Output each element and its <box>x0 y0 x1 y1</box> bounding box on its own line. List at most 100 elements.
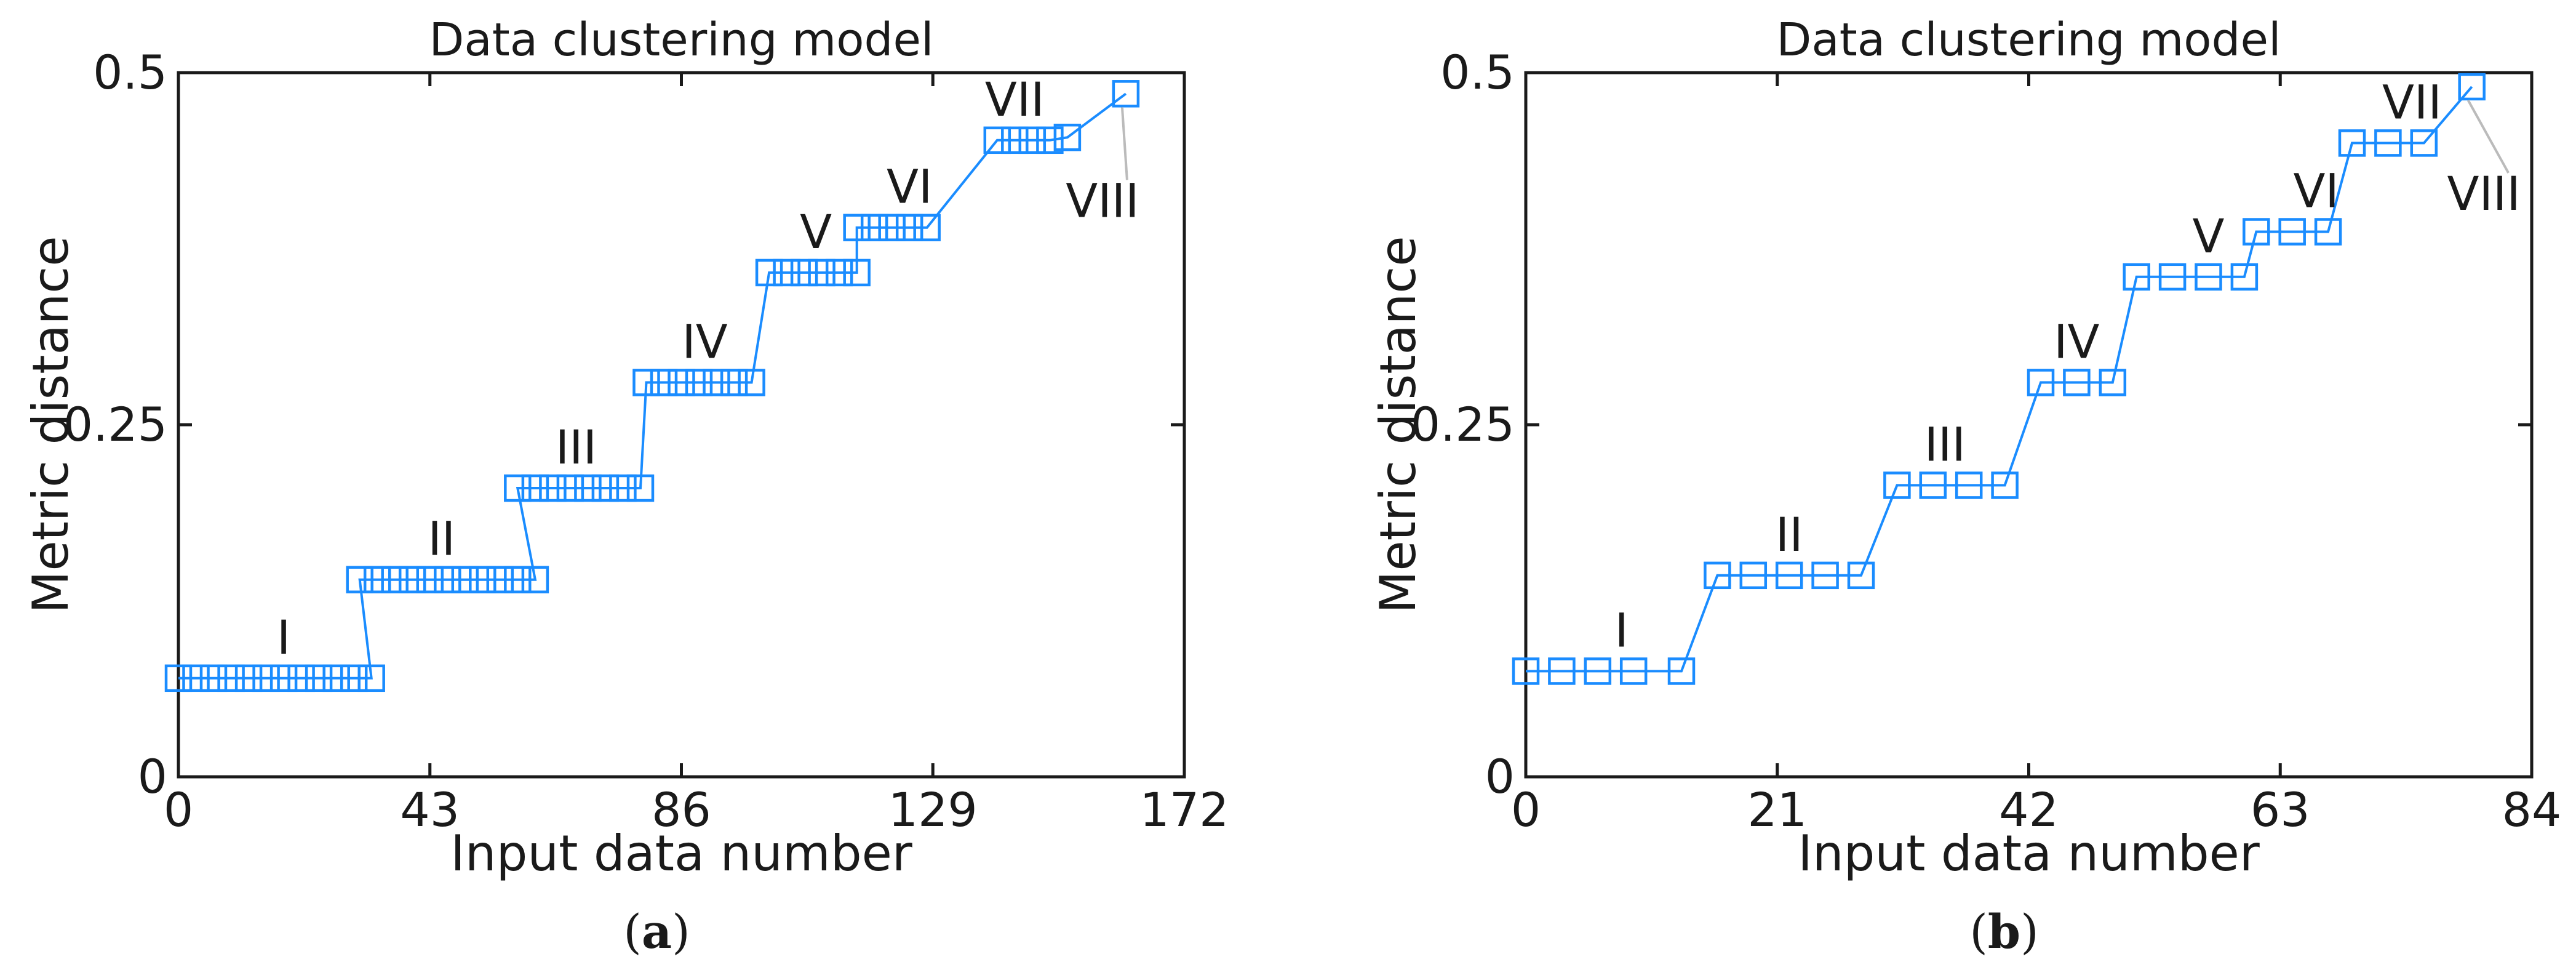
cluster-label: IV <box>2054 314 2099 369</box>
data-point <box>773 259 800 287</box>
data-point <box>2099 369 2127 396</box>
annotation-leader-line <box>2466 99 2510 174</box>
cluster-label: VI <box>2293 164 2339 219</box>
data-point <box>434 566 461 593</box>
data-point <box>182 664 210 692</box>
data-point <box>626 474 655 502</box>
data-point <box>983 126 1011 154</box>
x-tick-label: 129 <box>888 782 978 837</box>
chart-panel-a: 0 43 86 129 172 0 0.25 0.5 Data clustering model… <box>22 14 1229 959</box>
chart-title: Data clustering model <box>429 14 933 66</box>
data-point <box>1775 561 1803 590</box>
data-point <box>398 566 426 593</box>
data-point <box>825 259 853 287</box>
data-point <box>2314 218 2342 246</box>
y-tick-label: 0.5 <box>93 45 167 100</box>
data-point <box>2338 129 2366 157</box>
data-point <box>1739 561 1768 590</box>
x-tick-label: 43 <box>400 782 460 837</box>
data-point <box>1919 471 1947 499</box>
data-point <box>2410 129 2438 157</box>
data-point <box>416 566 444 593</box>
x-axis-label: Input data number <box>450 825 912 882</box>
data-point <box>521 474 549 502</box>
data-point <box>2243 218 2270 246</box>
cluster-label: VI <box>887 159 932 214</box>
x-axis-label: Input data number <box>1798 825 2260 882</box>
data-point <box>1018 126 1047 154</box>
data-point <box>720 369 748 396</box>
data-point <box>252 664 280 692</box>
panel-caption: (a) <box>623 904 690 959</box>
data-point <box>790 259 818 287</box>
data-point <box>2458 73 2486 101</box>
x-tick-label: 42 <box>1999 782 2059 837</box>
data-point <box>1704 561 1731 590</box>
x-tick-label: 84 <box>2502 782 2562 837</box>
data-point <box>469 566 496 593</box>
series-line <box>1526 86 2473 673</box>
data-point <box>1619 657 1648 685</box>
cluster-label: II <box>1776 507 1803 562</box>
data-point <box>860 214 888 241</box>
data-point <box>269 664 298 692</box>
data-point <box>322 664 350 692</box>
data-point <box>1548 657 1576 685</box>
x-tick-label: 172 <box>1139 782 1229 837</box>
data-point <box>632 369 660 396</box>
y-tick-label: 0 <box>1485 749 1515 804</box>
data-point <box>1667 657 1696 685</box>
cluster-label: VIII <box>1066 173 1139 228</box>
y-tick-label: 0.25 <box>63 397 167 452</box>
data-point <box>1036 126 1064 154</box>
data-point <box>2374 129 2402 157</box>
chart-title: Data clustering model <box>1776 14 2281 66</box>
data-point <box>340 664 368 692</box>
data-point <box>451 566 479 593</box>
data-point <box>1991 471 2019 499</box>
data-point <box>539 474 567 502</box>
cluster-label: IV <box>682 314 727 369</box>
data-point <box>1955 471 1983 499</box>
data-point <box>574 474 602 502</box>
data-point <box>1883 471 1911 499</box>
series-line <box>178 92 1127 680</box>
x-tick-label: 0 <box>1511 782 1541 837</box>
y-axis-label: Metric distance <box>1370 236 1427 613</box>
data-point <box>1053 123 1082 151</box>
data-point <box>2195 263 2222 291</box>
data-point <box>234 664 263 692</box>
data-point <box>2063 369 2091 396</box>
data-point <box>2123 263 2150 291</box>
data-point <box>504 566 532 593</box>
cluster-label: III <box>556 420 597 475</box>
data-point <box>556 474 584 502</box>
data-point <box>650 369 678 396</box>
data-point <box>878 214 906 241</box>
data-point <box>668 369 695 396</box>
data-point <box>1112 80 1140 108</box>
data-point <box>381 566 409 593</box>
data-point <box>1584 657 1612 685</box>
data-point <box>164 664 193 692</box>
data-point <box>199 664 228 692</box>
y-tick-label: 0.25 <box>1411 397 1515 452</box>
data-point <box>843 214 871 241</box>
cluster-label: V <box>800 204 832 259</box>
data-point <box>808 259 835 287</box>
data-point <box>521 566 549 593</box>
data-point <box>305 664 333 692</box>
data-point <box>2027 369 2055 396</box>
y-tick-label: 0 <box>138 749 167 804</box>
data-point <box>1001 126 1029 154</box>
data-point <box>287 664 315 692</box>
data-point <box>346 566 373 593</box>
data-point <box>2158 263 2187 291</box>
data-point <box>913 214 941 241</box>
data-point <box>357 664 385 692</box>
panel-caption: (b) <box>1969 904 2038 959</box>
y-axis-label: Metric distance <box>22 236 79 613</box>
x-tick-label: 0 <box>164 782 193 837</box>
data-point <box>2230 263 2259 291</box>
